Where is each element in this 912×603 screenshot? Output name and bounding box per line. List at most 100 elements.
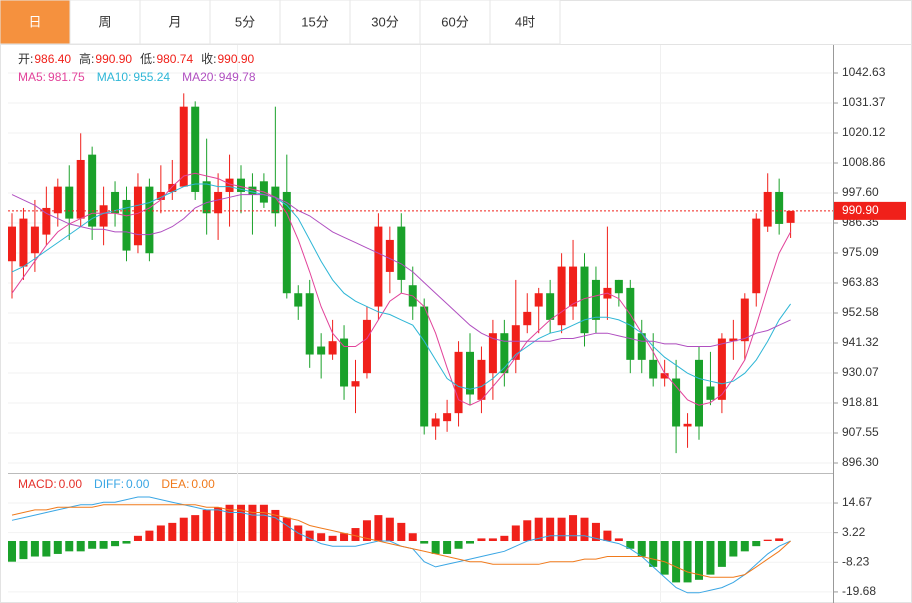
- candle-body: [271, 186, 280, 214]
- macd-bar: [763, 539, 772, 541]
- macd-bar: [305, 530, 314, 541]
- macd-bar: [191, 515, 200, 541]
- macd-bar: [225, 504, 234, 541]
- tab-label[interactable]: 5分: [235, 14, 255, 29]
- macd-bar: [340, 533, 349, 541]
- tab-label[interactable]: 4时: [515, 14, 535, 29]
- candle-body: [443, 413, 452, 422]
- header-label: 低:: [140, 52, 155, 66]
- candle-body: [133, 186, 142, 246]
- legend-name: MA10:: [97, 70, 132, 84]
- legend-name: MA20:: [182, 70, 217, 84]
- candle-body: [660, 373, 669, 379]
- macd-bar: [362, 520, 371, 541]
- candle-body: [695, 359, 703, 427]
- y-tick-label: 997.60: [842, 185, 879, 199]
- candle-body: [8, 226, 16, 262]
- candle-body: [786, 210, 795, 223]
- candle-body: [99, 205, 108, 227]
- macd-bar: [248, 504, 257, 541]
- macd-bar: [477, 538, 486, 541]
- header-value: 980.74: [156, 52, 193, 66]
- macd-bar: [53, 540, 62, 554]
- y-tick-label: 3.22: [842, 525, 866, 539]
- macd-bar: [214, 507, 223, 541]
- candle-body: [179, 106, 188, 187]
- tab[interactable]: [139, 0, 211, 45]
- candle-body: [340, 338, 349, 387]
- legend-value: 955.24: [133, 70, 170, 84]
- candle-body: [88, 154, 97, 227]
- candle-body: [477, 359, 486, 400]
- y-tick-label: 907.55: [842, 425, 879, 439]
- macd-bar: [534, 517, 543, 541]
- tab-label[interactable]: 周: [98, 14, 111, 29]
- macd-bar: [500, 535, 509, 541]
- macd-bar: [374, 515, 383, 541]
- macd-bar: [133, 535, 142, 541]
- header-label: 收:: [201, 52, 216, 66]
- candle-body: [511, 325, 520, 360]
- legend-value: 0.00: [59, 477, 83, 491]
- macd-bar: [122, 540, 131, 544]
- candle-body: [740, 298, 749, 342]
- tab-label[interactable]: 15分: [301, 14, 328, 29]
- tab[interactable]: [349, 0, 421, 45]
- macd-bar: [740, 540, 749, 552]
- candle-body: [534, 293, 543, 307]
- series-line: [11, 504, 791, 578]
- tab[interactable]: [69, 0, 141, 45]
- macd-bar: [408, 533, 417, 541]
- candle-body: [763, 191, 772, 227]
- macd-bar: [385, 517, 394, 541]
- y-tick-label: -19.68: [842, 584, 876, 598]
- macd-bar: [88, 540, 97, 549]
- y-tick-label: 14.67: [842, 495, 872, 509]
- tab[interactable]: [279, 0, 351, 45]
- tab-label[interactable]: 月: [168, 14, 181, 29]
- y-tick-label: 975.09: [842, 245, 879, 259]
- macd-bar: [637, 540, 646, 557]
- y-tick-label: 941.32: [842, 335, 879, 349]
- legend-value: 0.00: [191, 477, 215, 491]
- candle-body: [397, 226, 406, 280]
- candle-body: [374, 226, 383, 307]
- tab[interactable]: [489, 0, 561, 45]
- candle-body: [351, 381, 360, 387]
- candle-body: [557, 266, 566, 326]
- legend-value: 981.75: [48, 70, 85, 84]
- candle-body: [65, 186, 74, 219]
- tab[interactable]: [0, 0, 71, 45]
- macd-bar: [179, 517, 188, 541]
- candle-body: [672, 378, 681, 427]
- candle-body: [122, 199, 131, 251]
- macd-bar: [729, 540, 738, 557]
- last-price-label: 990.90: [842, 203, 879, 217]
- candle-body: [202, 181, 211, 214]
- tab-label[interactable]: 日: [28, 14, 41, 29]
- y-tick-label: 930.07: [842, 365, 879, 379]
- legend-name: MACD:: [18, 477, 57, 491]
- candle-body: [683, 423, 692, 427]
- macd-bar: [30, 540, 39, 557]
- candle-body: [225, 178, 234, 192]
- candle-body: [362, 319, 371, 374]
- candle-body: [591, 279, 600, 320]
- candle-body: [168, 183, 177, 192]
- macd-bar: [259, 504, 268, 541]
- candle-body: [775, 191, 784, 224]
- y-tick-label: 1020.12: [842, 125, 886, 139]
- tab-label[interactable]: 30分: [371, 14, 398, 29]
- tab[interactable]: [419, 0, 491, 45]
- macd-bar: [76, 540, 85, 552]
- header-value: 990.90: [95, 52, 132, 66]
- macd-bar: [19, 540, 28, 560]
- macd-bar: [649, 540, 658, 567]
- tab-label[interactable]: 60分: [441, 14, 468, 29]
- tab[interactable]: [209, 0, 281, 45]
- candle-body: [729, 338, 738, 342]
- candle-body: [649, 359, 658, 379]
- y-tick-label: 1042.63: [842, 65, 886, 79]
- macd-bar: [420, 540, 429, 544]
